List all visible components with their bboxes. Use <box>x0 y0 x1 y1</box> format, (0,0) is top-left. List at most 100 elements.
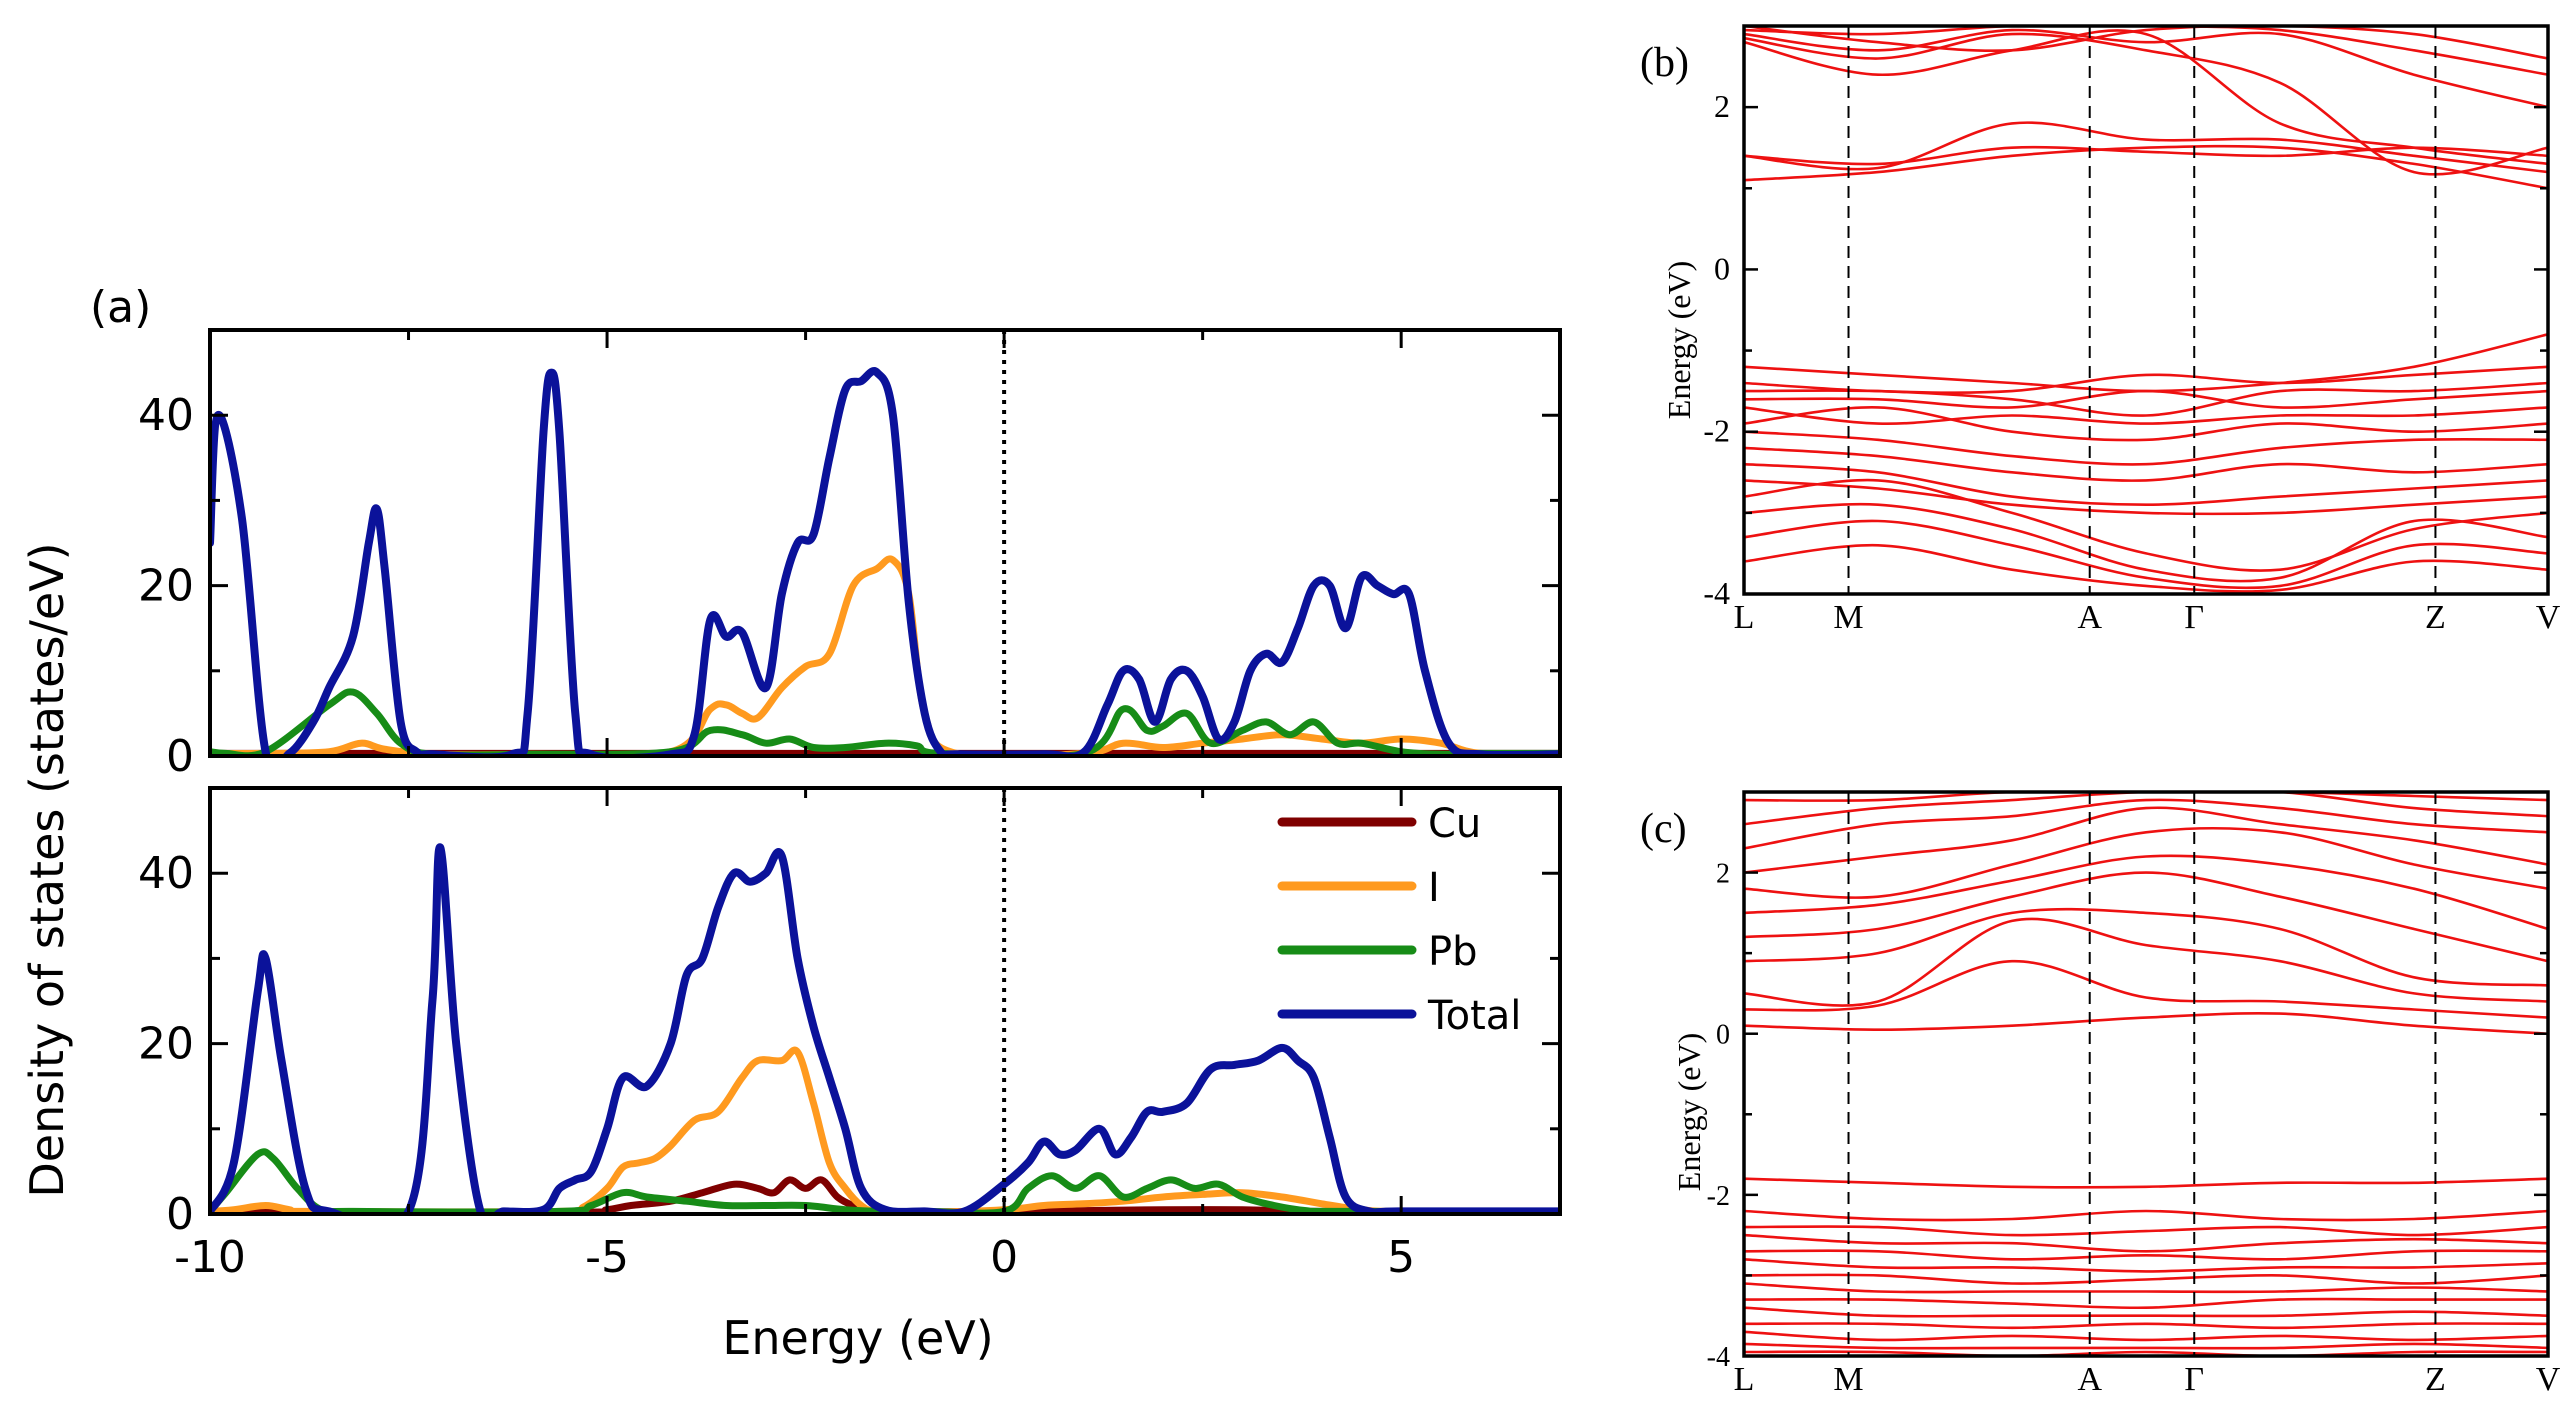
band-c-band-line <box>1744 959 2548 1019</box>
band-c-ytick-label: 2 <box>1716 859 1730 890</box>
band-b-band-line <box>1744 519 2548 590</box>
band-c-band-line <box>1744 1273 2548 1285</box>
band-b-kpoint-label: A <box>2077 599 2102 636</box>
dos-bottom-xtick-label: 5 <box>1387 1232 1415 1283</box>
band-b-kpoint-label: V <box>2536 599 2561 636</box>
band-c-band-line <box>1744 806 2548 874</box>
dos-legend: Cu I Pb Total <box>1277 801 1521 1039</box>
band-structure-b: L M A Γ Z V -4 -2 0 2 <box>1703 24 2561 636</box>
band-c-frame <box>1742 790 2550 1358</box>
panel-label-b: (b) <box>1640 40 1689 86</box>
dos-bottom-series-total <box>210 843 1560 1214</box>
band-c-band-line <box>1744 854 2548 931</box>
band-b-band-line <box>1744 479 2548 516</box>
band-c-band-line <box>1744 792 2548 802</box>
band-b-frame <box>1742 24 2550 596</box>
band-b-band-line <box>1744 381 2548 417</box>
dos-top-ytick-label: 20 <box>138 561 194 612</box>
band-b-kpoint-label: Γ <box>2184 599 2204 636</box>
band-b-band-line <box>1744 406 2548 426</box>
band-c-band-line <box>1744 1306 2548 1318</box>
dos-bottom-ytick-label: 20 <box>138 1019 194 1070</box>
band-c-band-line <box>1744 1233 2548 1253</box>
dos-bottom-series-cu <box>210 1176 1560 1214</box>
band-b-kpoint-label: L <box>1734 599 1755 636</box>
band-b-band-line <box>1744 543 2548 593</box>
dos-bottom-xtick-label: 0 <box>990 1232 1018 1283</box>
dos-top-plot: 0 20 40 <box>138 328 1562 782</box>
band-c-band-line <box>1744 1249 2548 1261</box>
band-c-band-line <box>1744 1209 2548 1222</box>
panel-label-c: (c) <box>1640 806 1687 852</box>
dos-top-ytick-label: 40 <box>138 390 194 441</box>
band-b-band-line <box>1744 144 2548 190</box>
dos-bottom-ytick-label: 0 <box>166 1189 194 1240</box>
dos-top-frame <box>208 328 1562 758</box>
band-c-band-line <box>1744 1282 2548 1294</box>
band-b-band-line <box>1744 502 2548 583</box>
band-b-band-line <box>1744 28 2548 109</box>
legend-label-i: I <box>1428 865 1440 911</box>
band-c-band-line <box>1744 871 2548 963</box>
band-structure-c: L M A Γ Z V -4 -2 0 2 <box>1707 790 2561 1398</box>
band-b-kpoint-label: Z <box>2425 599 2446 636</box>
band-c-band-line <box>1744 1330 2548 1342</box>
band-b-band-line <box>1744 29 2548 166</box>
panel-label-a: (a) <box>90 282 151 333</box>
band-c-band-line <box>1744 1011 2548 1035</box>
band-c-band-line <box>1744 1322 2548 1330</box>
band-c-band-line <box>1744 792 2548 826</box>
band-c-band-line <box>1744 1342 2548 1350</box>
band-c-band-line <box>1744 917 2548 1007</box>
band-c-band-line <box>1744 907 2548 987</box>
band-b-band-line <box>1744 365 2548 394</box>
dos-top-ytick-label: 0 <box>166 731 194 782</box>
band-b-y-axis-label: Energy (eV) <box>1661 261 1697 419</box>
dos-bottom-xtick-label: -5 <box>585 1232 629 1283</box>
band-c-y-axis-label: Energy (eV) <box>1671 1033 1707 1191</box>
legend-label-cu: Cu <box>1428 801 1481 847</box>
band-b-kpoint-label: M <box>1833 599 1863 636</box>
band-c-band-line <box>1744 798 2548 850</box>
band-c-band-line <box>1744 1225 2548 1237</box>
band-c-kpoint-label: L <box>1734 1361 1755 1398</box>
dos-bottom-frame <box>208 786 1562 1216</box>
band-c-ytick-label: -2 <box>1707 1181 1730 1212</box>
band-c-kpoint-label: V <box>2536 1361 2561 1398</box>
legend-label-total: Total <box>1427 993 1521 1039</box>
band-b-band-line <box>1744 121 2548 174</box>
band-b-ytick-label: 0 <box>1714 250 1730 286</box>
band-b-band-line <box>1744 478 2548 572</box>
band-c-band-line <box>1744 1258 2548 1273</box>
band-b-band-line <box>1744 462 2548 507</box>
band-c-band-line <box>1744 1177 2548 1189</box>
dos-bottom-plot: -10 -5 0 5 0 20 40 <box>138 786 1562 1283</box>
band-c-ytick-label: 0 <box>1716 1020 1730 1051</box>
band-b-band-line <box>1744 26 2548 60</box>
band-c-band-line <box>1744 1297 2548 1310</box>
band-c-kpoint-label: M <box>1833 1361 1863 1398</box>
dos-top-series-total <box>210 367 1560 756</box>
band-b-band-line <box>1744 32 2548 176</box>
dos-bottom-xtick-label: -10 <box>174 1232 246 1283</box>
band-b-band-line <box>1744 26 2548 76</box>
band-c-band-line <box>1744 826 2548 899</box>
band-b-ytick-label: -2 <box>1703 413 1730 449</box>
dos-bottom-ytick-label: 40 <box>138 848 194 899</box>
band-b-band-line <box>1744 389 2548 409</box>
band-c-ytick-label: -4 <box>1707 1342 1730 1373</box>
band-b-band-line <box>1744 333 2548 393</box>
band-b-band-line <box>1744 446 2548 482</box>
dos-x-axis-label: Energy (eV) <box>722 1311 993 1365</box>
band-b-band-line <box>1744 406 2548 442</box>
dos-y-axis-label: Density of states (states/eV) <box>20 542 74 1197</box>
band-b-ytick-label: 2 <box>1714 88 1730 124</box>
legend-label-pb: Pb <box>1428 929 1478 975</box>
band-c-band-line <box>1744 1350 2548 1356</box>
band-c-kpoint-label: A <box>2077 1361 2102 1398</box>
band-c-kpoint-label: Z <box>2425 1361 2446 1398</box>
band-c-kpoint-label: Γ <box>2184 1361 2204 1398</box>
dos-top-series-pb <box>210 688 1560 756</box>
band-b-ytick-label: -4 <box>1703 575 1730 611</box>
